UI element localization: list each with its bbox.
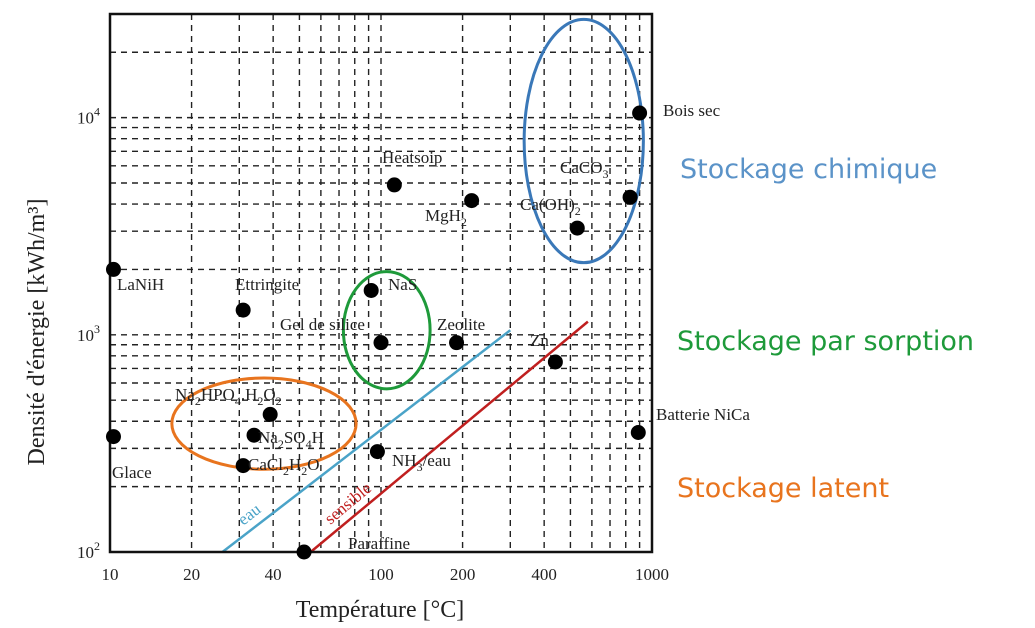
x-tick-label: 1000 — [635, 565, 669, 584]
point-zeolite — [449, 335, 465, 351]
region-stockage-latent — [170, 376, 358, 471]
point-glace — [105, 429, 121, 445]
point-label-nh3-eau: NH3/eau — [392, 451, 451, 474]
point-nas — [363, 282, 379, 298]
x-tick-label: 400 — [531, 565, 557, 584]
point-batterie-nica — [630, 424, 646, 440]
point-label-zeolite: Zeolite — [437, 315, 485, 334]
x-tick-label: 20 — [183, 565, 200, 584]
grid — [110, 14, 652, 552]
point-label-batterie-nica: Batterie NiCa — [656, 405, 750, 424]
point-caco3 — [622, 189, 638, 205]
point-zn — [547, 354, 563, 370]
y-tick-label: 103 — [77, 322, 100, 345]
point-na2so4h — [246, 427, 262, 443]
point-label-gel-de-silice: Gel de silice — [280, 315, 365, 334]
point-label-nas: NaS — [388, 275, 417, 294]
point-lanih — [105, 261, 121, 277]
point-paraffine — [296, 544, 312, 560]
line-sensible — [309, 320, 589, 553]
tick-labels: 10 20 40 100 200 400 1000 102 103 104 — [77, 105, 669, 584]
point-ettringite — [235, 302, 251, 318]
point-label-mgh2: MgH2 — [425, 206, 467, 229]
point-label-ettringite: Ettringite — [235, 275, 299, 294]
region-stockage-par-sorption — [341, 270, 432, 391]
point-label-glace: Glace — [112, 463, 152, 482]
point-label-ca-oh-2: Ca(OH)2 — [520, 195, 581, 218]
point-label-bois-sec: Bois sec — [663, 101, 721, 120]
point-mgh2 — [464, 193, 480, 209]
point-nh3-eau — [369, 444, 385, 460]
data-points: LaNiH Glace Ettringite Na2HPO4.H2O2 Na2SO4H C… — [105, 101, 750, 560]
x-tick-label: 100 — [368, 565, 394, 584]
point-label-na2hpo4-h2o2: Na2HPO4.H2O2 — [175, 385, 282, 408]
point-label-zn: Zn — [530, 331, 549, 350]
x-tick-label: 10 — [102, 565, 119, 584]
x-tick-label: 40 — [265, 565, 282, 584]
point-label-caco3: CaCO3 — [560, 158, 609, 181]
plot-frame — [108, 12, 654, 554]
point-label-lanih: LaNiH — [117, 275, 164, 294]
point-cacl2h2o — [235, 458, 251, 474]
point-label-cacl2h2o: CaCl2H2O — [248, 455, 320, 478]
point-label-paraffine: Paraffine — [348, 534, 410, 553]
region-stockage-chimique — [522, 17, 645, 265]
line-eau — [221, 329, 512, 553]
point-na2hpo4-h2o2 — [262, 406, 278, 422]
point-bois-sec — [632, 105, 648, 121]
annotation-stockage-chimique: Stockage chimique — [680, 154, 937, 185]
point-ca-oh-2 — [569, 220, 585, 236]
annotation-stockage-latent: Stockage latent — [677, 473, 889, 504]
y-axis-title: Densité d'énergie [kWh/m³] — [24, 199, 50, 466]
x-axis-title: Température [°C] — [296, 597, 465, 623]
point-gel-de-silice — [373, 335, 389, 351]
point-heatsoip — [386, 177, 402, 193]
regions — [170, 17, 645, 471]
y-tick-label: 104 — [77, 105, 100, 128]
point-label-heatsoip: Heatsoip — [382, 148, 442, 167]
annotation-stockage-sorption: Stockage par sorption — [677, 326, 974, 357]
point-label-na2so4h: Na2SO4H — [258, 428, 324, 451]
x-tick-label: 200 — [450, 565, 476, 584]
y-tick-label: 102 — [77, 539, 100, 562]
